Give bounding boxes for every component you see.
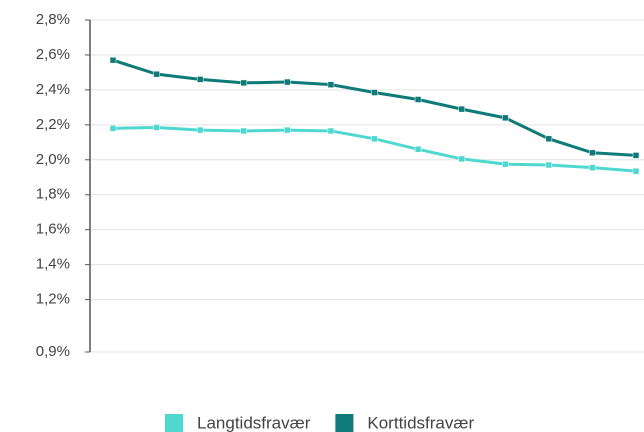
point: [589, 149, 596, 157]
y-tick-label: 2,6%: [36, 46, 70, 63]
point: [327, 127, 335, 135]
legend-label: Korttidsfravær: [367, 413, 474, 432]
y-tick-label: 1,2%: [36, 291, 70, 308]
legend-label: Langtidsfravær: [197, 413, 311, 432]
y-tick-label: 2,2%: [36, 116, 70, 133]
point: [502, 114, 509, 122]
point: [371, 89, 378, 96]
y-tick-label: 0,9%: [36, 343, 70, 360]
point: [371, 135, 378, 143]
point: [545, 161, 553, 169]
point: [196, 126, 204, 134]
legend-swatch: [335, 414, 354, 432]
y-tick-label: 2,0%: [36, 151, 70, 168]
y-tick-label: 1,6%: [36, 221, 70, 238]
point: [153, 124, 160, 131]
point: [196, 76, 204, 83]
series-line: [112, 125, 637, 173]
y-tick-label: 1,4%: [36, 256, 70, 273]
y-tick-label: 2,8%: [36, 11, 70, 28]
y-tick-label: 1,8%: [36, 186, 70, 203]
point: [109, 125, 117, 132]
point: [153, 70, 160, 78]
point: [632, 152, 640, 159]
point: [545, 135, 553, 143]
point: [284, 126, 291, 134]
point: [414, 146, 422, 153]
point: [327, 81, 335, 88]
point: [240, 79, 247, 87]
point: [589, 164, 596, 171]
point: [414, 96, 422, 103]
point: [284, 78, 291, 86]
point: [458, 105, 465, 113]
point: [458, 155, 465, 163]
point: [632, 167, 640, 175]
point: [502, 160, 509, 168]
point: [240, 127, 247, 135]
legend-swatch: [165, 414, 183, 432]
point: [109, 56, 117, 64]
y-tick-label: 2,4%: [36, 81, 70, 98]
